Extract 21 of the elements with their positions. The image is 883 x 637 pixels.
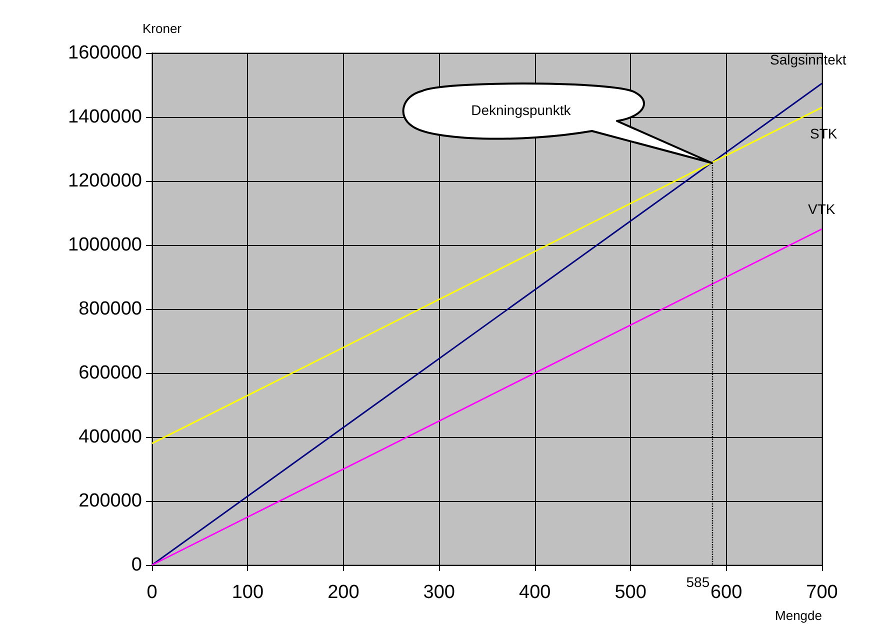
y-tick-label: 1200000 bbox=[68, 170, 142, 192]
x-tick-label: 0 bbox=[146, 582, 158, 603]
x-tick-label: 700 bbox=[806, 582, 838, 603]
annotation: Dekningspunktk bbox=[471, 102, 571, 118]
y-tick-label: 0 bbox=[131, 554, 142, 576]
y-tick-label: 1600000 bbox=[68, 42, 142, 64]
x-tick-label: 300 bbox=[423, 582, 455, 603]
x-axis-title: Mengde bbox=[775, 608, 822, 623]
x-tick-label: 600 bbox=[710, 582, 742, 603]
x-tick-label: 100 bbox=[232, 582, 264, 603]
ref-line-label: 585 bbox=[686, 574, 710, 590]
y-tick-label: 800000 bbox=[78, 298, 142, 320]
y-tick-label: 1000000 bbox=[68, 234, 142, 256]
y-tick-label: 200000 bbox=[78, 490, 142, 512]
y-tick-label: 400000 bbox=[78, 426, 142, 448]
x-tick-label: 400 bbox=[519, 582, 551, 603]
y-tick-label: 1400000 bbox=[68, 106, 142, 128]
x-tick-label: 500 bbox=[614, 582, 646, 603]
x-tick-label: 200 bbox=[328, 582, 360, 603]
y-axis-title: Kroner bbox=[142, 21, 182, 36]
y-tick-label: 600000 bbox=[78, 362, 142, 384]
